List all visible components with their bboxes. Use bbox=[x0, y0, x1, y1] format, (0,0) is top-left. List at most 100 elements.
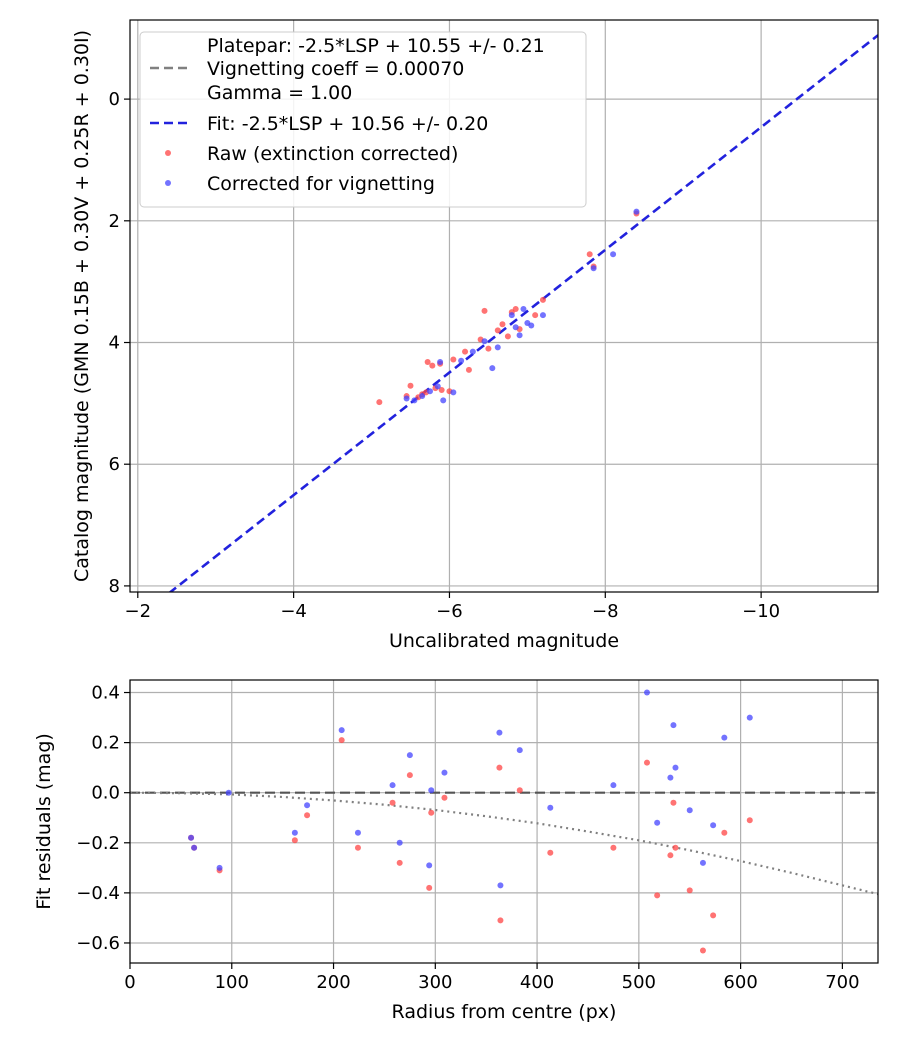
data-point bbox=[721, 829, 728, 836]
data-point bbox=[547, 849, 554, 856]
x-tick-label: 200 bbox=[316, 972, 350, 993]
data-point bbox=[654, 819, 661, 826]
data-point bbox=[481, 338, 488, 345]
data-point bbox=[354, 829, 361, 836]
data-point bbox=[376, 399, 383, 406]
data-point bbox=[462, 348, 469, 355]
data-point bbox=[512, 306, 519, 313]
data-point bbox=[458, 357, 465, 364]
calibration-y-axis-label: Catalog magnitude (GMN 0.15B + 0.30V + 0… bbox=[71, 30, 93, 582]
data-point bbox=[746, 817, 753, 824]
data-point bbox=[481, 307, 488, 314]
legend-box bbox=[139, 31, 587, 208]
data-point bbox=[426, 388, 433, 395]
data-point bbox=[304, 802, 311, 809]
data-point bbox=[389, 782, 396, 789]
data-point bbox=[710, 822, 717, 829]
data-point bbox=[699, 859, 706, 866]
legend-dot-marker bbox=[165, 180, 171, 186]
vignetting-curve bbox=[129, 791, 879, 896]
data-point bbox=[438, 386, 445, 393]
data-point bbox=[547, 804, 554, 811]
residuals-plot-frame bbox=[129, 679, 879, 964]
data-point bbox=[539, 312, 546, 319]
data-point bbox=[191, 844, 198, 851]
data-point bbox=[672, 844, 679, 851]
y-tick-label: 0.0 bbox=[91, 783, 120, 804]
data-point bbox=[667, 774, 674, 781]
data-point bbox=[188, 834, 195, 841]
legend-entry-label: Gamma = 1.00 bbox=[207, 82, 352, 104]
data-point bbox=[441, 769, 448, 776]
data-point bbox=[508, 312, 515, 319]
data-point bbox=[406, 752, 413, 759]
data-point bbox=[338, 737, 345, 744]
data-point bbox=[516, 747, 523, 754]
residuals-plot: 0 100 200 300 400 500 600 700 0.4 0.2 0.0 −0.2 −0.4 −… bbox=[33, 679, 879, 1023]
data-point bbox=[699, 947, 706, 954]
data-point bbox=[528, 322, 535, 329]
data-point bbox=[338, 727, 345, 734]
data-point bbox=[590, 265, 597, 272]
data-point bbox=[291, 829, 298, 836]
residuals-y-axis-label: Fit residuals (mag) bbox=[33, 733, 55, 910]
x-tick-label: −8 bbox=[592, 601, 619, 622]
data-point bbox=[396, 839, 403, 846]
data-point bbox=[429, 362, 436, 369]
data-point bbox=[746, 714, 753, 721]
data-point bbox=[497, 882, 504, 889]
fit-line bbox=[168, 34, 878, 592]
legend-dot-marker bbox=[165, 150, 171, 156]
residuals-x-axis-label: Radius from centre (px) bbox=[392, 1001, 617, 1023]
data-point bbox=[216, 864, 223, 871]
data-point bbox=[532, 312, 539, 319]
data-point bbox=[497, 917, 504, 924]
data-point bbox=[440, 397, 447, 404]
legend: Platepar: -2.5*LSP + 10.55 +/- 0.21Vigne… bbox=[139, 31, 587, 208]
x-tick-label: 600 bbox=[723, 972, 757, 993]
data-point bbox=[610, 251, 617, 258]
y-tick-label: 0.4 bbox=[91, 683, 120, 704]
data-point bbox=[654, 892, 661, 899]
x-tick-label: −2 bbox=[125, 601, 152, 622]
data-point bbox=[670, 799, 677, 806]
y-tick-label: 4 bbox=[109, 333, 120, 354]
legend-entry-label: Platepar: -2.5*LSP + 10.55 +/- 0.21 bbox=[207, 35, 545, 57]
data-point bbox=[504, 333, 511, 340]
x-tick-label: 100 bbox=[215, 972, 249, 993]
x-tick-label: −4 bbox=[280, 601, 307, 622]
data-point bbox=[434, 383, 441, 390]
data-point bbox=[539, 296, 546, 303]
data-point bbox=[411, 397, 418, 404]
y-tick-label: 6 bbox=[109, 454, 120, 475]
x-tick-label: 300 bbox=[418, 972, 452, 993]
y-tick-label: 8 bbox=[109, 576, 120, 597]
data-point bbox=[496, 764, 503, 771]
data-point bbox=[667, 852, 674, 859]
x-tick-label: −6 bbox=[436, 601, 463, 622]
legend-entry-label: Fit: -2.5*LSP + 10.56 +/- 0.20 bbox=[207, 113, 488, 135]
data-point bbox=[354, 844, 361, 851]
data-point bbox=[499, 321, 506, 328]
y-tick-label: −0.4 bbox=[76, 883, 120, 904]
data-point bbox=[686, 807, 693, 814]
data-point bbox=[389, 799, 396, 806]
data-point bbox=[686, 887, 693, 894]
data-point bbox=[494, 344, 501, 351]
data-point bbox=[291, 837, 298, 844]
calibration-x-axis-label: Uncalibrated magnitude bbox=[389, 630, 619, 652]
data-point bbox=[424, 358, 431, 365]
x-tick-label: 500 bbox=[622, 972, 656, 993]
data-point bbox=[225, 789, 232, 796]
data-point bbox=[494, 327, 501, 334]
data-point bbox=[489, 365, 496, 372]
data-point bbox=[407, 382, 414, 389]
data-point bbox=[426, 884, 433, 891]
data-point bbox=[643, 759, 650, 766]
y-tick-label: −0.6 bbox=[76, 933, 120, 954]
data-point bbox=[643, 689, 650, 696]
data-point bbox=[419, 393, 426, 400]
x-tick-label: −10 bbox=[742, 601, 780, 622]
